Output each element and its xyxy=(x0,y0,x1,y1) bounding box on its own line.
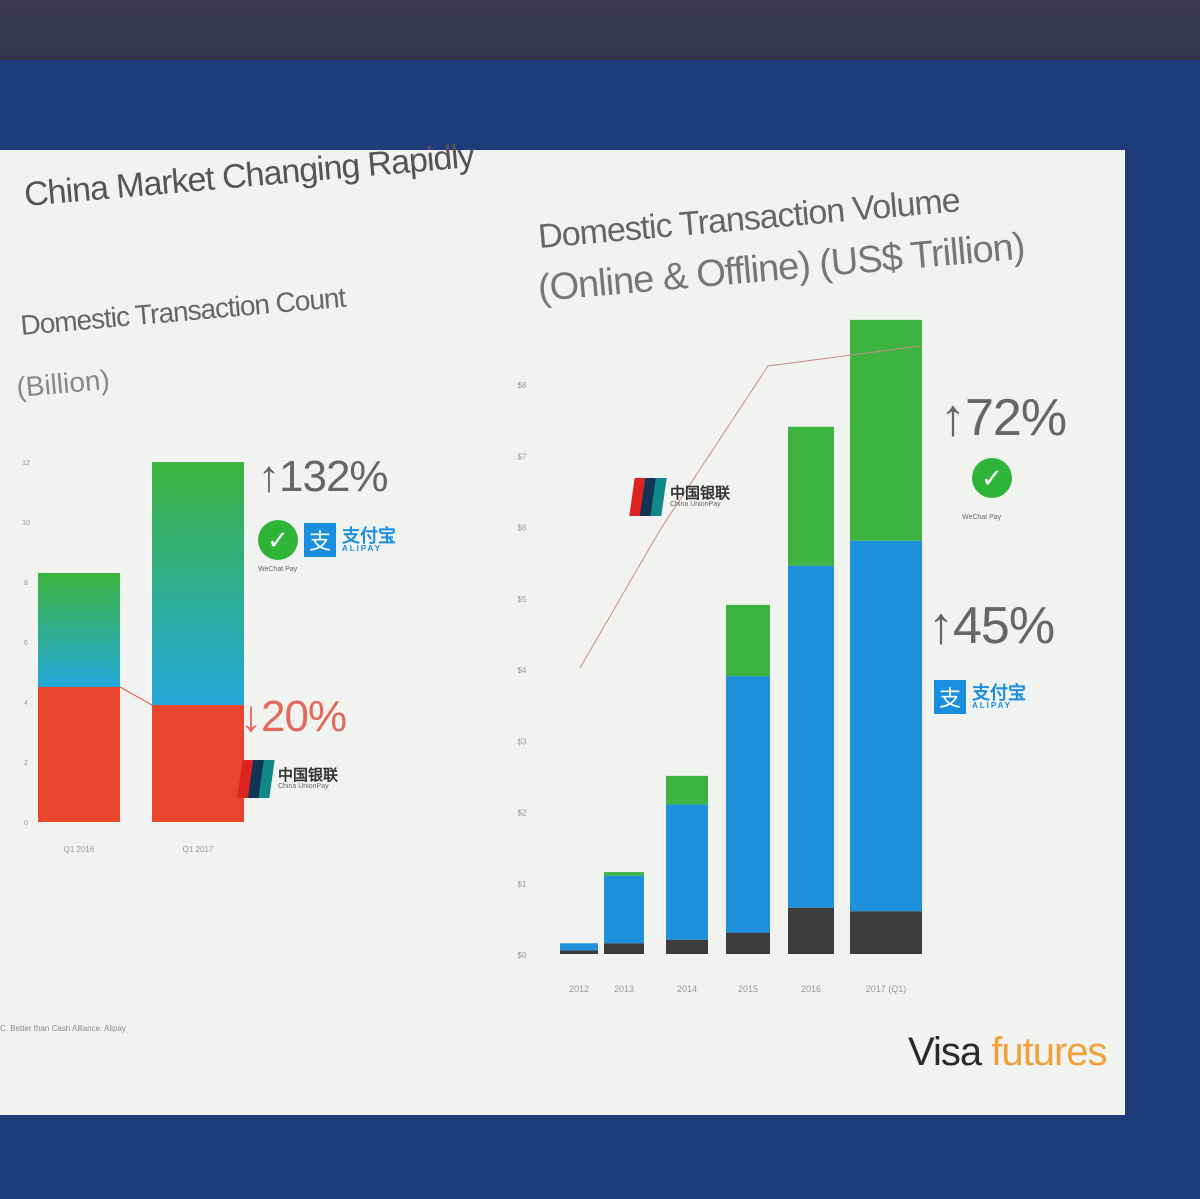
footnote: C. Better than Cash Alliance. Alipay xyxy=(0,1024,126,1033)
left-x-tick: Q1 2017 xyxy=(183,845,214,854)
wechat-pay-icon: ✓ xyxy=(258,520,298,560)
alipay-icon: 支 xyxy=(304,523,336,557)
right-y-tick: $5 xyxy=(518,595,527,604)
unionpay-text: 中国银联 China UnionPay xyxy=(278,767,339,790)
left-bar-unionpay xyxy=(38,687,120,822)
right-growth-wechat: ↑72% xyxy=(940,389,1067,447)
right-wechat-label: WeChat Pay xyxy=(962,514,1002,521)
right-bar-alipay xyxy=(604,875,644,944)
right-x-tick: 2014 xyxy=(677,984,697,994)
left-bar-wallets xyxy=(152,462,244,705)
left-bar-unionpay xyxy=(152,705,244,822)
right-x-tick: 2015 xyxy=(738,984,758,994)
right-growth-alipay: ↑45% xyxy=(928,597,1055,655)
unionpay-icon xyxy=(629,478,667,516)
right-bar-wechat-pay xyxy=(788,426,834,566)
futures-text: futures xyxy=(991,1030,1107,1074)
right-y-tick: $7 xyxy=(518,452,527,461)
right-alipay-logo: 支 支付宝 ALIPAY xyxy=(934,680,1026,714)
left-y-tick: 6 xyxy=(24,640,28,647)
left-y-tick: 8 xyxy=(24,580,28,587)
right-bar-alipay xyxy=(666,804,708,940)
right-bar-wechat-pay xyxy=(850,319,922,541)
right-bar-china-unionpay xyxy=(666,939,708,954)
alipay-text: 支付宝 ALIPAY xyxy=(342,526,396,553)
left-y-tick: 12 xyxy=(22,460,30,467)
left-y-tick: 10 xyxy=(22,520,30,527)
unionpay-text: 中国银联 China UnionPay xyxy=(670,485,731,508)
right-bar-china-unionpay xyxy=(560,950,598,954)
left-bar-wallets xyxy=(38,573,120,687)
right-y-tick: $4 xyxy=(518,666,527,675)
right-x-tick: 2016 xyxy=(801,984,821,994)
wechat-pay-icon: ✓ xyxy=(972,458,1012,498)
right-callout-line xyxy=(579,345,921,669)
right-y-tick: $1 xyxy=(518,880,527,889)
right-x-tick: 2012 xyxy=(569,984,589,994)
right-bar-china-unionpay xyxy=(788,907,834,954)
right-y-tick: $6 xyxy=(518,524,527,533)
right-bar-alipay xyxy=(850,540,922,912)
unionpay-icon xyxy=(237,760,275,798)
alipay-text: 支付宝 ALIPAY xyxy=(972,683,1026,710)
right-bar-alipay xyxy=(788,565,834,908)
right-bar-china-unionpay xyxy=(850,911,922,954)
left-wallet-logos: ✓ 支 支付宝 ALIPAY xyxy=(258,520,396,560)
right-y-tick: $0 xyxy=(518,951,527,960)
right-bar-wechat-pay xyxy=(604,872,644,876)
right-bar-alipay xyxy=(560,943,598,951)
right-y-tick: $8 xyxy=(518,381,527,390)
left-x-tick: Q1 2016 xyxy=(64,845,95,854)
left-unionpay-logo: 中国银联 China UnionPay xyxy=(237,760,339,798)
left-y-tick: 4 xyxy=(24,700,28,707)
right-bar-china-unionpay xyxy=(604,943,644,954)
visa-text: Visa xyxy=(908,1030,982,1074)
right-wechat-logo: ✓ xyxy=(972,458,1012,498)
left-growth-down: ↓20% xyxy=(240,692,347,741)
left-y-tick: 0 xyxy=(24,820,28,827)
left-connector-line xyxy=(119,686,153,706)
right-y-tick: $3 xyxy=(518,737,527,746)
left-wechat-label: WeChat Pay xyxy=(258,566,298,573)
right-bar-china-unionpay xyxy=(726,932,770,954)
right-y-tick: $2 xyxy=(518,809,527,818)
left-y-tick: 2 xyxy=(24,760,28,767)
right-bar-wechat-pay xyxy=(666,775,708,805)
right-unionpay-logo: 中国银联 China UnionPay xyxy=(629,478,731,516)
right-bar-alipay xyxy=(726,676,770,933)
right-x-tick: 2017 (Q1) xyxy=(866,984,907,994)
visa-futures-logo: Visa futures xyxy=(908,1030,1108,1075)
right-bar-wechat-pay xyxy=(726,604,770,677)
right-x-tick: 2013 xyxy=(614,984,634,994)
left-growth-up: ↑132% xyxy=(258,452,389,501)
alipay-icon: 支 xyxy=(934,680,966,714)
